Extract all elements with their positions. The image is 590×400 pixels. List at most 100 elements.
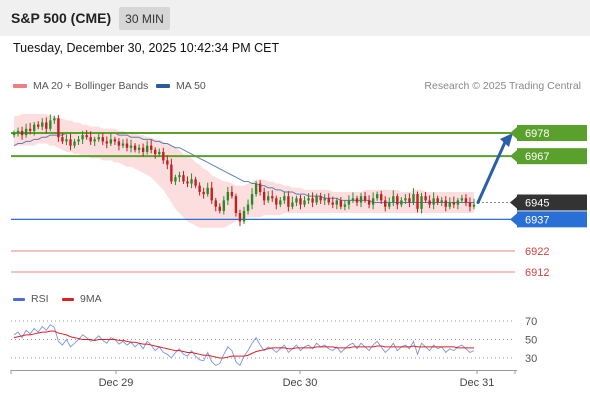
candle bbox=[460, 194, 464, 203]
candle bbox=[343, 200, 347, 211]
candle-body bbox=[258, 183, 262, 192]
candle bbox=[392, 190, 395, 207]
candle-body bbox=[20, 130, 24, 136]
candle bbox=[323, 194, 326, 206]
candle bbox=[170, 158, 173, 184]
level-label-6978: 6978 bbox=[510, 125, 587, 141]
candle bbox=[97, 133, 100, 142]
candle-body bbox=[158, 151, 161, 155]
candle bbox=[194, 176, 197, 189]
candle-body bbox=[170, 164, 173, 182]
candle-body bbox=[339, 200, 343, 207]
candle bbox=[299, 194, 302, 210]
candle bbox=[262, 187, 266, 206]
candle bbox=[190, 173, 193, 189]
candle bbox=[28, 122, 32, 135]
candle-body bbox=[408, 198, 411, 203]
level-label-text: 6967 bbox=[525, 151, 549, 163]
candle bbox=[246, 199, 250, 215]
candle bbox=[81, 130, 84, 144]
candle bbox=[230, 186, 234, 199]
candle-body bbox=[89, 137, 92, 142]
candle bbox=[149, 139, 153, 154]
candle-body bbox=[323, 198, 326, 201]
candle bbox=[32, 122, 36, 136]
candle-body bbox=[85, 135, 88, 138]
candle-body bbox=[287, 196, 290, 207]
candle bbox=[145, 140, 149, 155]
candle-body bbox=[440, 200, 443, 203]
candle bbox=[49, 114, 52, 132]
candle-body bbox=[162, 151, 165, 161]
candle-body bbox=[444, 200, 447, 207]
candle-body bbox=[267, 196, 270, 201]
candle-body bbox=[299, 198, 302, 205]
candle-body bbox=[464, 198, 468, 203]
candle-body bbox=[436, 198, 439, 203]
candle-body bbox=[81, 135, 84, 140]
candle-body bbox=[53, 118, 56, 121]
candle-body bbox=[420, 196, 423, 209]
candle-body bbox=[432, 198, 435, 205]
candle-body bbox=[456, 200, 460, 205]
candle bbox=[311, 192, 314, 208]
candle-body bbox=[101, 137, 104, 142]
candle bbox=[472, 198, 476, 210]
level-label-pointer-icon bbox=[510, 127, 517, 139]
candle bbox=[41, 118, 44, 131]
x-tick-label: Dec 29 bbox=[99, 377, 134, 389]
legend-ma50-label: MA 50 bbox=[176, 80, 206, 92]
interval-button[interactable]: 30 MIN bbox=[119, 7, 170, 30]
candle bbox=[77, 135, 80, 146]
candle bbox=[412, 188, 415, 206]
level-label-pointer-icon bbox=[510, 213, 517, 226]
candle-body bbox=[49, 120, 52, 129]
candle bbox=[250, 188, 254, 210]
level-label-pointer-icon bbox=[510, 150, 517, 163]
level-label-bg bbox=[517, 194, 587, 211]
candle bbox=[404, 194, 407, 204]
candle bbox=[238, 209, 242, 227]
candle-body bbox=[355, 198, 359, 203]
candle-body bbox=[295, 198, 298, 203]
candle bbox=[452, 196, 456, 209]
candle bbox=[12, 130, 16, 138]
candle bbox=[109, 133, 113, 147]
legend-rsi-label: RSI bbox=[31, 293, 49, 305]
candle bbox=[45, 117, 48, 134]
candle-body bbox=[93, 139, 96, 142]
candle-body bbox=[182, 175, 185, 182]
legend-rsi: RSI bbox=[13, 293, 49, 305]
forecast-arrow-line bbox=[476, 138, 508, 204]
candle bbox=[444, 196, 447, 212]
candle-body bbox=[109, 139, 113, 144]
candle bbox=[117, 138, 121, 151]
candle-body bbox=[129, 145, 133, 148]
candle bbox=[428, 195, 431, 209]
candle-body bbox=[448, 202, 451, 207]
candle bbox=[440, 197, 443, 207]
candle bbox=[93, 136, 96, 147]
candle-body bbox=[206, 187, 209, 195]
level-label-text: 6937 bbox=[525, 214, 549, 226]
legend-ma50: MA 50 bbox=[156, 80, 206, 92]
candle-body bbox=[384, 200, 387, 207]
top-bar bbox=[0, 0, 590, 36]
candle bbox=[186, 176, 189, 188]
candle-body bbox=[327, 198, 330, 203]
candle bbox=[20, 126, 24, 140]
credit: Research © 2025 Trading Central bbox=[424, 80, 581, 92]
candle bbox=[105, 136, 109, 149]
candle bbox=[355, 195, 359, 207]
candle-body bbox=[303, 200, 306, 205]
candle bbox=[73, 138, 76, 149]
candle bbox=[242, 206, 246, 224]
candle-body bbox=[347, 200, 351, 205]
candle-body bbox=[57, 118, 60, 138]
candle-body bbox=[154, 149, 157, 155]
rsi-line bbox=[13, 324, 475, 367]
candle-body bbox=[61, 137, 64, 142]
candle bbox=[307, 193, 310, 204]
candle-body bbox=[113, 139, 117, 142]
